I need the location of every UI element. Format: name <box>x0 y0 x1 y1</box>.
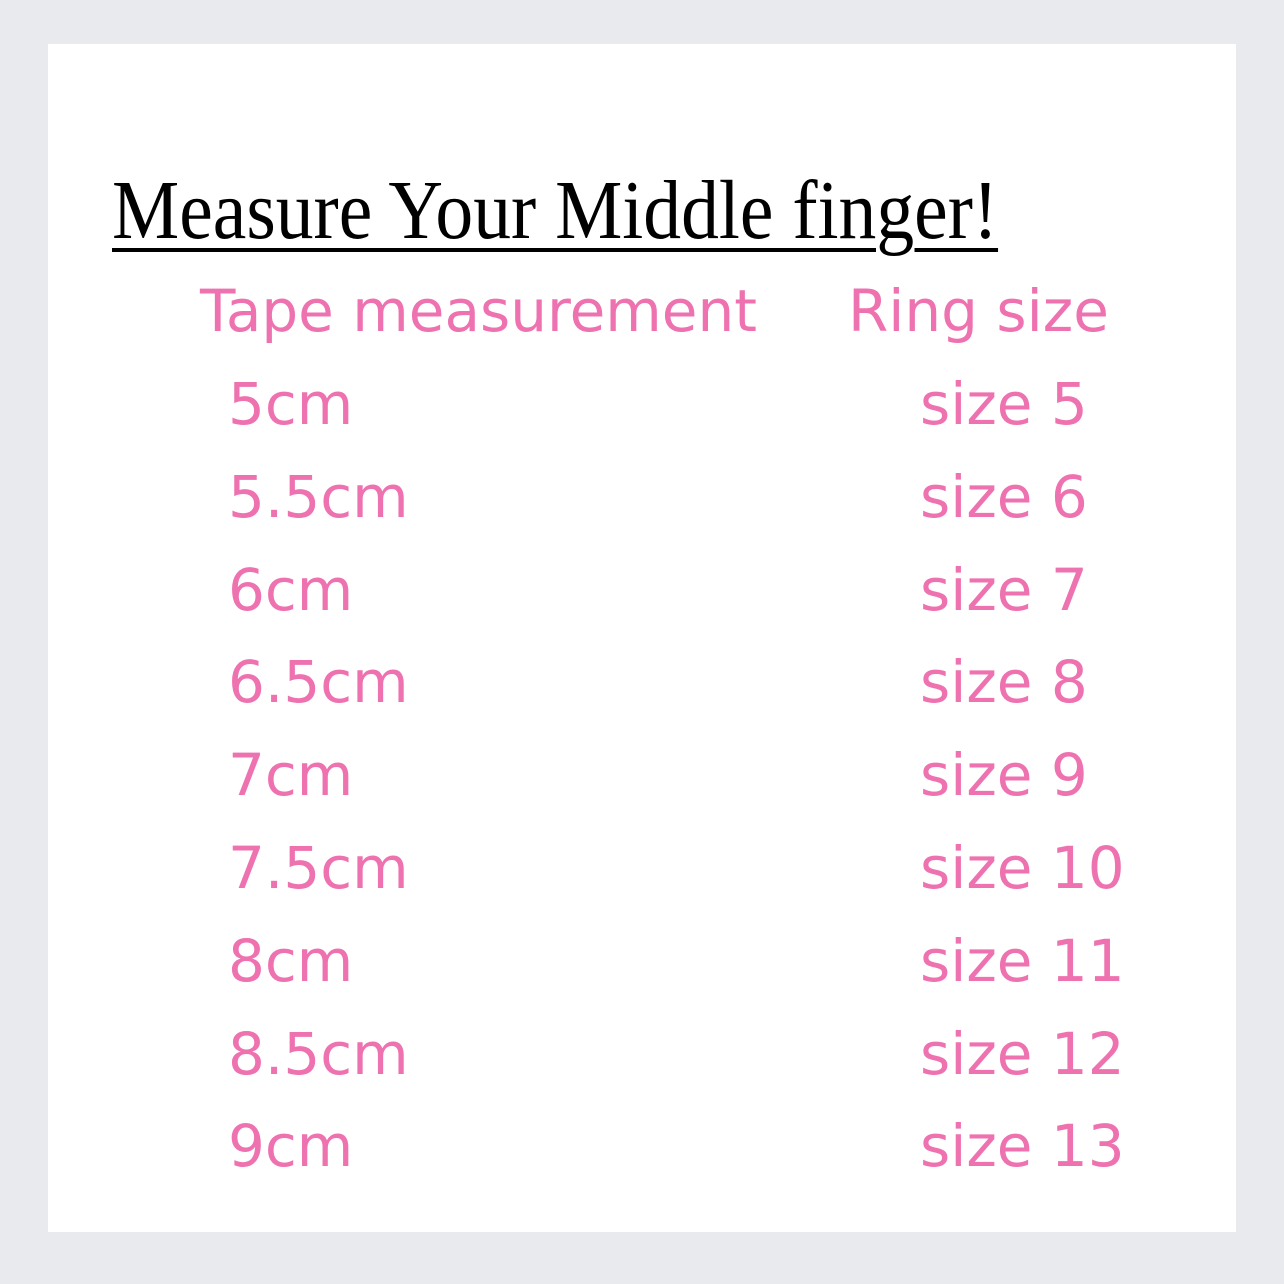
table-row: 6.5cm size 8 <box>48 648 1236 741</box>
table-row: 7cm size 9 <box>48 741 1236 834</box>
table-row: 5.5cm size 6 <box>48 463 1236 556</box>
ring-size-cell: size 8 <box>920 648 1088 717</box>
table-row: 5cm size 5 <box>48 370 1236 463</box>
ring-size-cell: size 10 <box>920 834 1125 902</box>
ring-size-cell: size 9 <box>920 741 1088 810</box>
ring-size-card: Measure Your Middle finger! Tape measure… <box>48 44 1236 1232</box>
table-header: Tape measurement Ring size <box>48 277 1236 370</box>
tape-measurement-cell: 7cm <box>228 741 354 810</box>
tape-measurement-cell: 6cm <box>228 555 354 624</box>
tape-measurement-cell: 6.5cm <box>228 648 409 717</box>
tape-measurement-cell: 5cm <box>228 370 354 438</box>
tape-measurement-cell: 7.5cm <box>228 834 409 902</box>
tape-measurement-cell: Tape measurement <box>200 277 757 345</box>
tape-measurement-cell: 8.5cm <box>228 1019 409 1088</box>
table-row: 9cm size 13 <box>48 1112 1236 1205</box>
table-row: 8cm size 11 <box>48 927 1236 1020</box>
tape-measurement-cell: 9cm <box>228 1112 354 1181</box>
ring-size-cell: size 6 <box>920 462 1088 531</box>
ring-size-cell: size 12 <box>920 1019 1125 1088</box>
table-row: 8.5cm size 12 <box>48 1020 1236 1113</box>
ring-size-cell: size 5 <box>920 370 1088 438</box>
ring-size-cell: size 13 <box>920 1112 1125 1181</box>
table-row: 6cm size 7 <box>48 556 1236 649</box>
page-title: Measure Your Middle finger! <box>112 164 999 257</box>
table-row: 7.5cm size 10 <box>48 834 1236 927</box>
ring-size-cell: size 11 <box>920 926 1125 995</box>
ring-size-cell: size 7 <box>920 555 1088 624</box>
ring-size-cell: Ring size <box>848 277 1109 345</box>
tape-measurement-cell: 8cm <box>228 926 354 995</box>
tape-measurement-cell: 5.5cm <box>228 462 409 531</box>
